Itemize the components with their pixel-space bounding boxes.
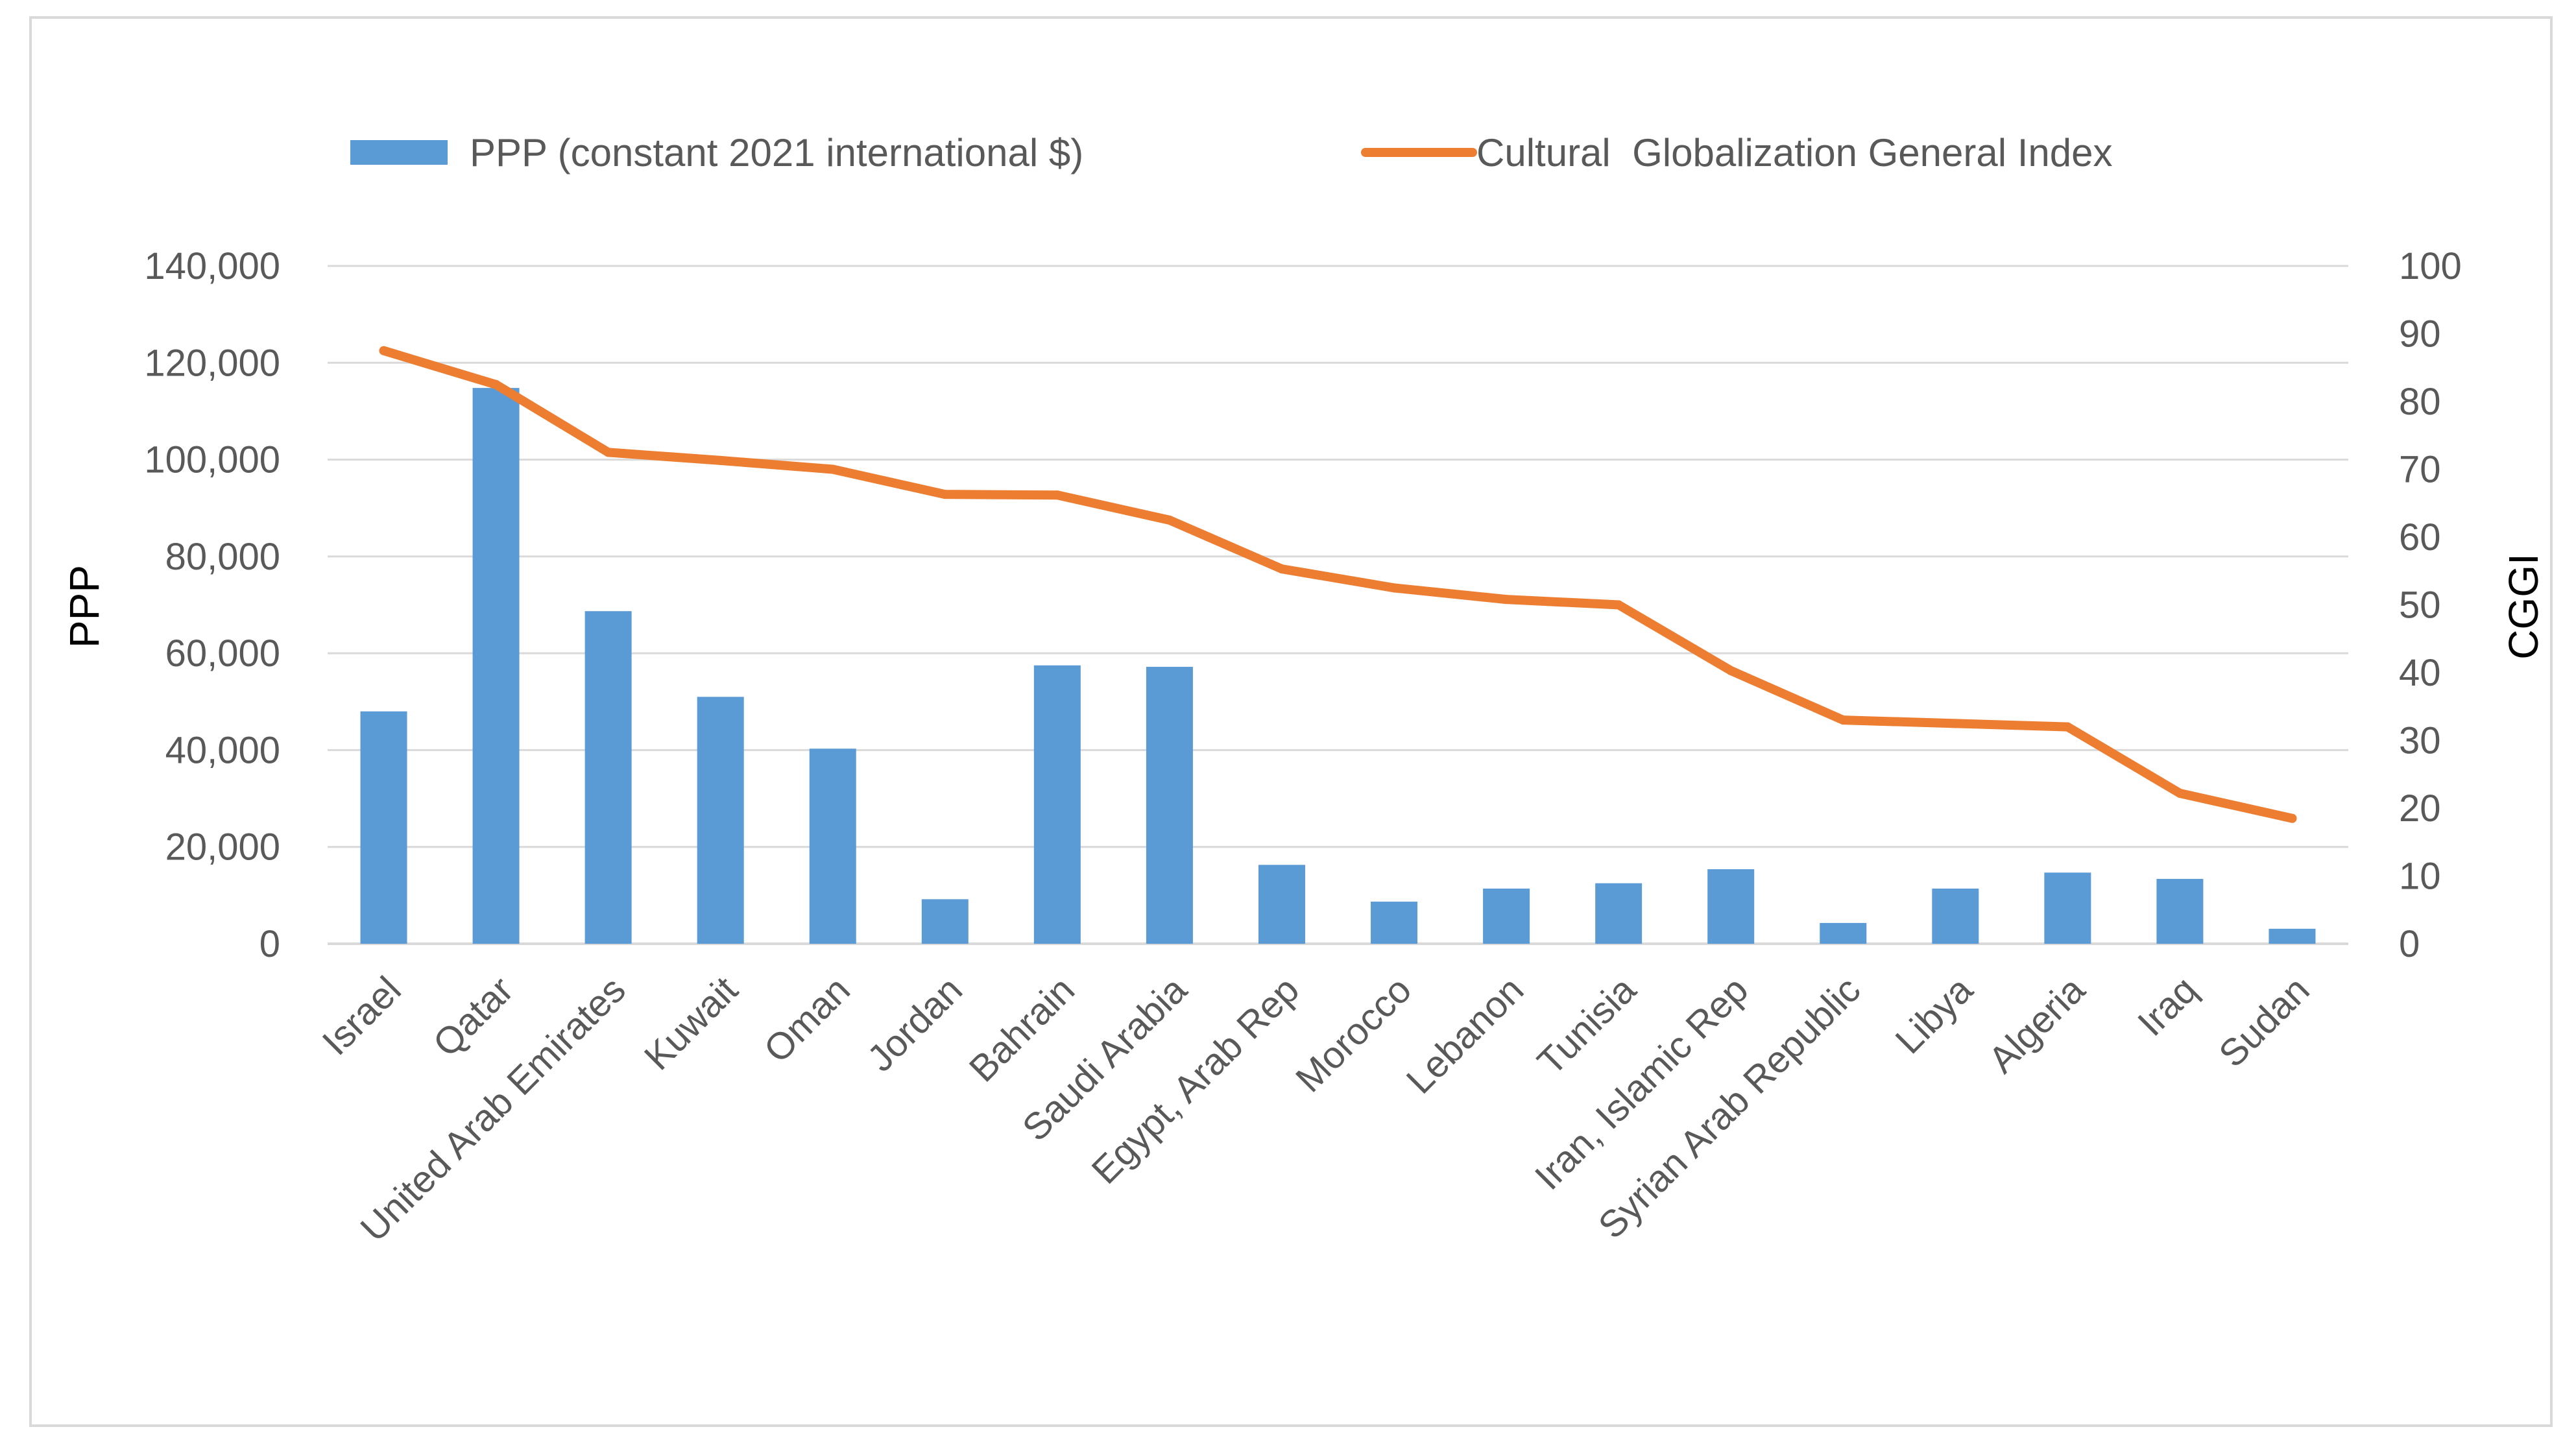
ppp-bar	[809, 749, 856, 944]
ppp-bar	[2269, 928, 2316, 944]
cggi-point	[1277, 564, 1286, 574]
ppp-bar	[1595, 883, 1643, 944]
category-label: Qatar	[425, 968, 522, 1065]
right-axis-ticks: 0 10 20 30 40 50 60 70 80 90 100	[2399, 245, 2462, 965]
cggi-point	[1390, 583, 1399, 593]
cggi-point	[603, 448, 613, 457]
ppp-bars	[360, 388, 2316, 944]
ppp-bar	[697, 697, 744, 944]
cggi-point	[828, 464, 837, 474]
right-axis-title: CGGI	[2500, 553, 2547, 660]
cggi-point	[1838, 715, 1848, 725]
category-label: Iraq	[2130, 968, 2206, 1044]
cggi-point	[2175, 789, 2185, 798]
ppp-bar	[1146, 667, 1193, 944]
cggi-point	[1164, 515, 1174, 525]
ppp-bar	[1820, 922, 1867, 944]
category-label: Tunisia	[1530, 968, 1644, 1083]
right-tick-label: 50	[2399, 584, 2441, 627]
right-tick-label: 80	[2399, 381, 2441, 423]
cggi-point	[1052, 490, 1062, 500]
category-label: Israel	[314, 968, 409, 1063]
cggi-point	[1502, 595, 1511, 605]
category-label: Sudan	[2211, 968, 2318, 1075]
legend-bar-label: PPP (constant 2021 international $)	[470, 131, 1083, 174]
right-tick-label: 20	[2399, 787, 2441, 830]
ppp-bar	[2044, 872, 2091, 944]
category-label: Jordan	[860, 968, 970, 1079]
ppp-bar	[2156, 878, 2204, 944]
cggi-point	[2287, 813, 2297, 823]
left-axis-ticks: 0 20,000 40,000 60,000 80,000 100,000 120,000 1…	[144, 245, 280, 965]
ppp-bar	[360, 711, 407, 944]
left-tick-label: 120,000	[144, 342, 280, 384]
legend-line-label: Cultural Globalization General Index	[1476, 131, 2113, 174]
category-label: Egypt, Arab Rep	[1084, 968, 1308, 1192]
cggi-point	[716, 455, 725, 465]
ppp-bar	[1932, 888, 1979, 944]
cggi-point	[491, 379, 501, 389]
cggi-line	[379, 346, 2297, 823]
left-tick-label: 100,000	[144, 439, 280, 481]
legend: PPP (constant 2021 international $) Cult…	[350, 131, 2113, 174]
cggi-series-line	[379, 346, 2297, 823]
category-label: Algeria	[1980, 968, 2093, 1081]
left-tick-label: 20,000	[165, 826, 280, 869]
cggi-point	[1951, 719, 1960, 728]
cggi-point	[1614, 600, 1624, 610]
right-tick-label: 90	[2399, 313, 2441, 355]
category-label: Morocco	[1288, 968, 1419, 1100]
category-label: Lebanon	[1399, 968, 1532, 1102]
left-tick-label: 40,000	[165, 729, 280, 771]
right-tick-label: 40	[2399, 652, 2441, 694]
ppp-bar	[921, 899, 969, 944]
left-axis-title: PPP	[61, 565, 108, 648]
left-tick-label: 60,000	[165, 632, 280, 675]
gridlines	[328, 265, 2348, 945]
ppp-bar	[1033, 665, 1081, 944]
cggi-point	[2063, 722, 2073, 732]
ppp-bar	[1707, 869, 1755, 944]
cggi-point	[940, 490, 950, 499]
category-label: Kuwait	[636, 968, 746, 1078]
cggi-point	[1726, 666, 1736, 675]
right-tick-label: 70	[2399, 449, 2441, 491]
ppp-bar	[472, 388, 520, 944]
ppp-bar	[1483, 888, 1530, 944]
cggi-point	[379, 346, 389, 355]
left-tick-label: 0	[259, 923, 280, 965]
right-tick-label: 10	[2399, 856, 2441, 898]
ppp-bar	[1371, 902, 1418, 944]
right-tick-label: 0	[2399, 923, 2420, 965]
right-tick-label: 100	[2399, 245, 2462, 287]
category-label: Oman	[756, 968, 858, 1071]
chart-frame	[29, 16, 2553, 1427]
ppp-bar	[584, 611, 632, 944]
left-tick-label: 140,000	[144, 245, 280, 287]
category-label: Libya	[1887, 968, 1981, 1062]
ppp-bar	[1258, 865, 1305, 944]
right-tick-label: 60	[2399, 516, 2441, 558]
legend-bar-swatch	[350, 140, 448, 165]
left-tick-label: 80,000	[165, 536, 280, 578]
right-tick-label: 30	[2399, 720, 2441, 762]
category-label: Iran, Islamic Rep	[1527, 968, 1757, 1198]
